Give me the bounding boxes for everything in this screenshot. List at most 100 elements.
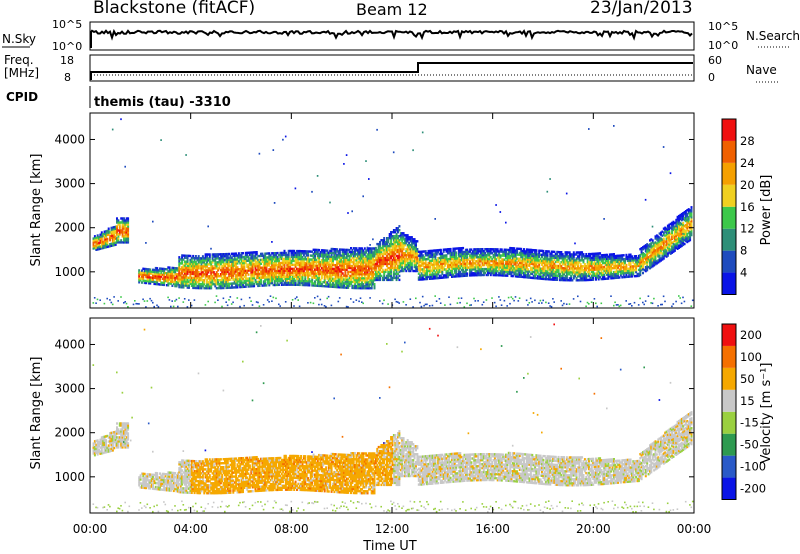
echo-cell xyxy=(529,258,532,262)
echo-cell xyxy=(564,277,567,280)
echo-cell xyxy=(244,281,247,284)
echo-cell xyxy=(230,282,233,285)
echo-cell xyxy=(240,254,243,257)
echo-cell xyxy=(237,278,240,281)
echo-cell xyxy=(179,272,182,275)
echo-cell xyxy=(181,272,184,275)
echo-cell xyxy=(214,261,217,264)
echo-cell xyxy=(565,275,568,278)
echo-cell xyxy=(546,272,549,275)
echo-cell xyxy=(510,262,513,266)
echo-cell xyxy=(280,261,283,265)
echo-cell xyxy=(199,267,202,270)
echo-cell xyxy=(588,268,590,272)
echo-cell xyxy=(370,263,373,266)
echo-cell xyxy=(212,279,215,282)
echo-cell xyxy=(268,272,271,275)
echo-cell xyxy=(552,268,555,271)
echo-cell xyxy=(250,259,253,262)
echo-cell xyxy=(481,261,484,265)
echo-cell xyxy=(416,257,419,261)
echo-cell xyxy=(498,256,501,259)
echo-cell xyxy=(583,276,586,280)
echo-cell xyxy=(197,271,200,274)
echo-cell xyxy=(204,255,207,258)
echo-cell xyxy=(347,258,350,262)
echo-cell xyxy=(345,154,348,156)
echo-cell xyxy=(194,274,197,278)
echo-cell xyxy=(164,271,167,275)
echo-cell xyxy=(212,273,215,276)
echo-cell xyxy=(379,264,381,268)
echo-cell xyxy=(369,247,372,250)
echo-cell xyxy=(116,239,118,242)
echo-cell xyxy=(510,249,513,252)
echo-cell xyxy=(489,273,492,277)
echo-cell xyxy=(529,272,532,275)
echo-cell xyxy=(437,261,440,264)
echo-cell xyxy=(345,274,348,277)
echo-cell xyxy=(582,259,585,262)
echo-cell xyxy=(196,272,199,276)
echo-cell xyxy=(165,274,168,277)
echo-cell xyxy=(523,271,525,275)
echo-cell xyxy=(114,241,117,244)
echo-cell xyxy=(383,242,386,246)
echo-cell xyxy=(359,273,362,276)
echo-cell xyxy=(536,271,539,274)
echo-cell xyxy=(567,279,570,282)
echo-cell xyxy=(532,274,535,278)
echo-cell xyxy=(514,261,517,264)
echo-cell xyxy=(495,264,498,267)
echo-cell xyxy=(390,237,393,240)
echo-cell xyxy=(441,276,444,279)
echo-cell xyxy=(430,255,433,258)
echo-cell xyxy=(377,248,380,252)
echo-cell xyxy=(420,272,423,275)
echo-cell xyxy=(589,262,592,266)
echo-cell xyxy=(577,295,579,298)
echo-cell xyxy=(559,272,561,276)
echo-cell xyxy=(103,232,106,235)
echo-cell xyxy=(366,283,369,286)
echo-cell xyxy=(531,266,534,270)
echo-cell xyxy=(435,271,438,274)
echo-cell xyxy=(421,264,424,267)
echo-cell xyxy=(218,263,221,266)
echo-cell xyxy=(242,263,244,267)
echo-cell xyxy=(210,285,213,288)
echo-cell xyxy=(183,270,186,273)
echo-cell xyxy=(542,267,545,271)
echo-cell xyxy=(254,259,257,262)
echo-cell xyxy=(578,251,581,254)
echo-cell xyxy=(287,253,290,257)
echo-cell xyxy=(509,262,512,266)
echo-cell xyxy=(219,255,222,258)
echo-cell xyxy=(289,273,292,276)
echo-cell xyxy=(185,266,188,269)
echo-cell xyxy=(485,250,488,253)
echo-cell xyxy=(228,286,231,289)
echo-cell xyxy=(282,259,285,263)
echo-cell xyxy=(340,266,343,269)
echo-cell xyxy=(499,262,502,265)
echo-cell xyxy=(481,254,484,257)
echo-cell xyxy=(457,297,460,300)
echo-cell xyxy=(376,254,379,258)
echo-cell xyxy=(559,274,561,278)
echo-cell xyxy=(309,280,312,283)
echo-cell xyxy=(345,250,348,254)
echo-cell xyxy=(300,250,303,253)
echo-cell xyxy=(250,261,253,264)
echo-cell xyxy=(233,260,236,263)
echo-cell xyxy=(283,263,286,267)
echo-cell xyxy=(588,128,590,130)
echo-cell xyxy=(532,256,535,260)
echo-cell xyxy=(464,248,467,252)
echo-cell xyxy=(308,264,311,267)
echo-cell xyxy=(276,283,279,287)
echo-cell xyxy=(334,277,337,281)
echo-cell xyxy=(368,259,370,262)
echo-cell xyxy=(424,270,427,273)
echo-cell xyxy=(565,279,568,282)
